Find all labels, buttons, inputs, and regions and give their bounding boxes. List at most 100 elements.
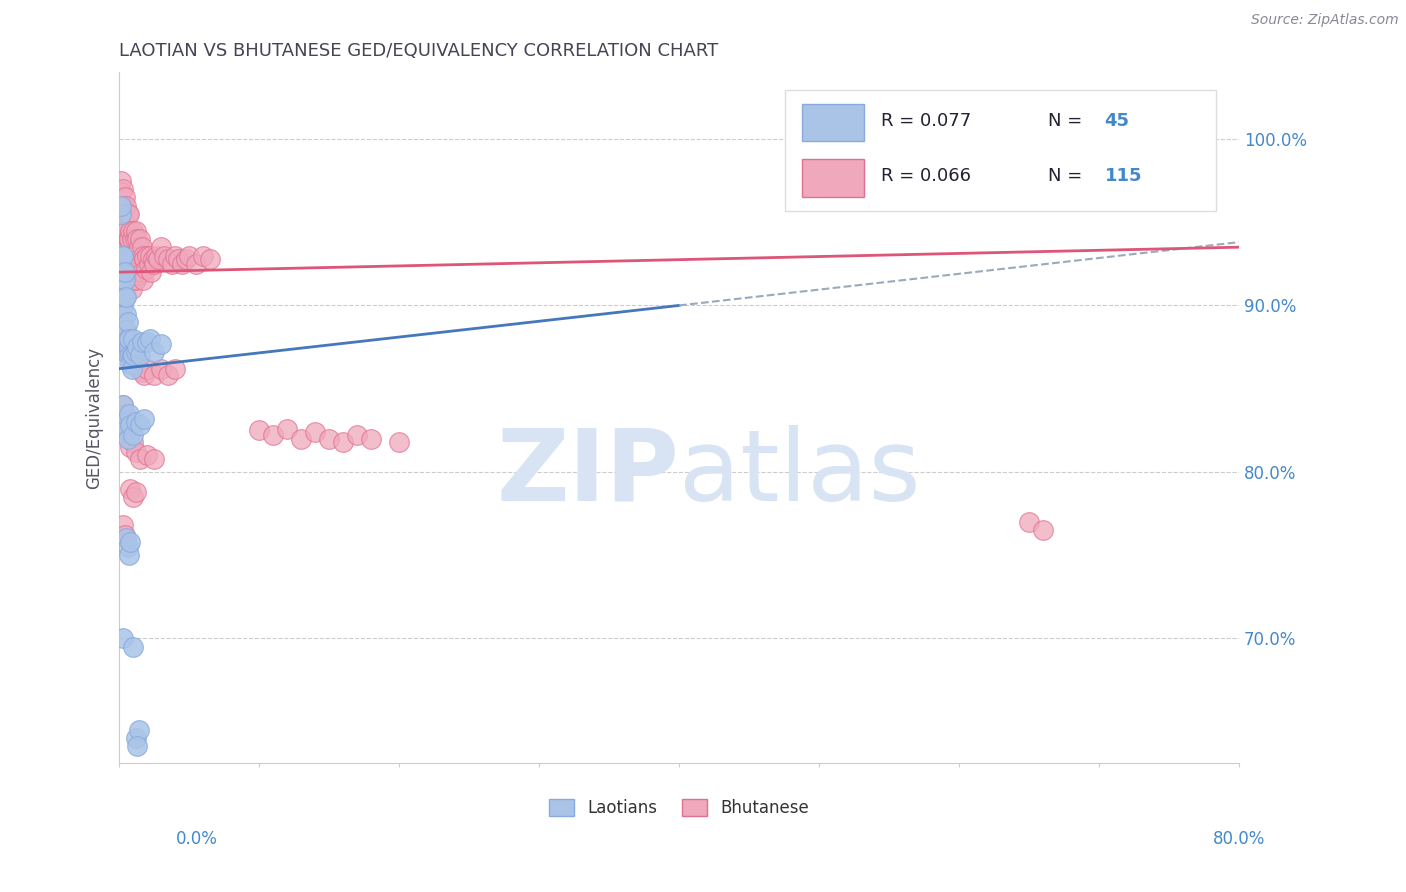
Text: ZIP: ZIP <box>496 425 679 522</box>
Point <box>128 240 150 254</box>
Point <box>129 451 152 466</box>
Point <box>148 252 170 266</box>
Point <box>360 432 382 446</box>
Point <box>115 423 138 437</box>
Point <box>165 248 187 262</box>
Point <box>118 348 141 362</box>
Point <box>143 451 166 466</box>
Point <box>318 432 340 446</box>
Point <box>114 265 136 279</box>
Point <box>129 232 152 246</box>
Point <box>157 368 180 383</box>
Point <box>128 361 150 376</box>
Point <box>121 361 143 376</box>
Point <box>122 434 145 449</box>
Point <box>193 248 215 262</box>
Point <box>117 348 139 362</box>
Point <box>145 248 167 262</box>
Point <box>117 207 139 221</box>
Point <box>134 411 156 425</box>
Point <box>172 257 194 271</box>
Legend: Laotians, Bhutanese: Laotians, Bhutanese <box>543 792 815 824</box>
Y-axis label: GED/Equivalency: GED/Equivalency <box>86 347 103 489</box>
Point <box>115 415 138 429</box>
Point <box>115 265 138 279</box>
Point <box>117 423 139 437</box>
Text: atlas: atlas <box>679 425 921 522</box>
Point <box>117 257 139 271</box>
Point <box>112 198 135 212</box>
Point <box>115 290 138 304</box>
Point <box>114 190 136 204</box>
Point <box>135 261 157 276</box>
Point <box>141 265 163 279</box>
Point <box>120 534 142 549</box>
Point <box>117 432 139 446</box>
Point <box>114 415 136 429</box>
Point <box>112 398 135 412</box>
Point <box>134 368 156 383</box>
Point <box>115 307 138 321</box>
Point <box>125 273 148 287</box>
Text: 45: 45 <box>1105 112 1129 129</box>
Point <box>128 268 150 283</box>
Point <box>276 421 298 435</box>
Point <box>120 482 142 496</box>
Point <box>121 348 143 362</box>
Point <box>150 240 173 254</box>
Point <box>118 332 141 346</box>
Point <box>150 361 173 376</box>
Text: R = 0.077: R = 0.077 <box>880 112 970 129</box>
Point <box>115 323 138 337</box>
Point <box>136 361 159 376</box>
Point <box>262 428 284 442</box>
Point <box>115 332 138 346</box>
Text: Source: ZipAtlas.com: Source: ZipAtlas.com <box>1251 13 1399 28</box>
Point <box>120 248 142 262</box>
Point <box>128 723 150 737</box>
Point <box>122 348 145 362</box>
Point <box>114 215 136 229</box>
Text: 80.0%: 80.0% <box>1213 830 1265 847</box>
Point <box>132 248 155 262</box>
Point <box>131 240 153 254</box>
Point <box>125 357 148 371</box>
Point <box>120 273 142 287</box>
Point <box>120 440 142 454</box>
Point <box>111 282 134 296</box>
Point <box>120 418 142 433</box>
Point <box>112 215 135 229</box>
Point <box>124 232 146 246</box>
Point <box>118 407 141 421</box>
Point <box>129 418 152 433</box>
Point <box>176 252 198 266</box>
Point <box>125 345 148 359</box>
Point <box>136 248 159 262</box>
Text: LAOTIAN VS BHUTANESE GED/EQUIVALENCY CORRELATION CHART: LAOTIAN VS BHUTANESE GED/EQUIVALENCY COR… <box>120 42 718 60</box>
Point <box>118 340 141 354</box>
Point <box>114 323 136 337</box>
Point <box>114 290 136 304</box>
Point <box>131 334 153 349</box>
Point <box>200 252 222 266</box>
Point <box>129 348 152 362</box>
Point <box>132 273 155 287</box>
Point <box>114 232 136 246</box>
Point <box>150 336 173 351</box>
Point <box>112 632 135 646</box>
Point <box>110 173 132 187</box>
Point <box>290 432 312 446</box>
Point <box>121 257 143 271</box>
Point <box>1018 515 1040 529</box>
Point <box>118 265 141 279</box>
Point <box>114 407 136 421</box>
Point <box>112 315 135 329</box>
Point <box>247 423 270 437</box>
Point <box>120 223 142 237</box>
Point <box>136 334 159 349</box>
Point <box>110 186 132 200</box>
Point <box>125 223 148 237</box>
Point <box>136 448 159 462</box>
Point <box>125 445 148 459</box>
Point <box>125 484 148 499</box>
